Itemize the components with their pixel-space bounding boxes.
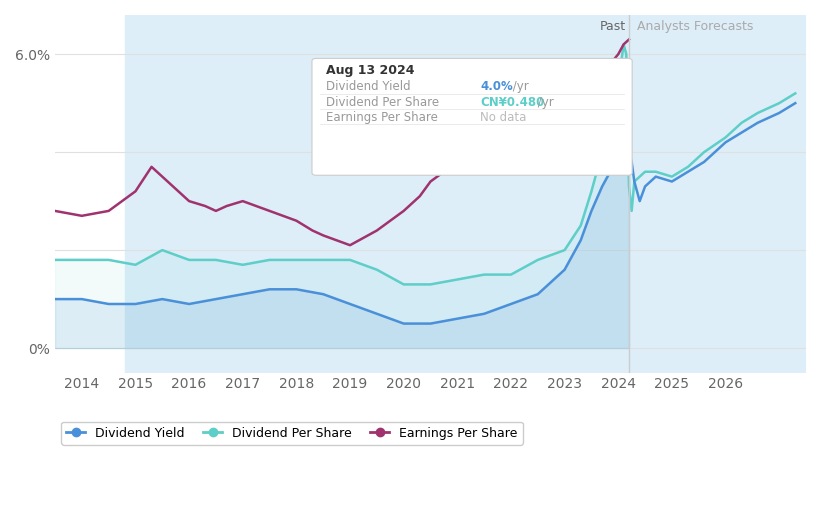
Text: Aug 13 2024: Aug 13 2024 <box>326 64 415 77</box>
Text: Past: Past <box>600 20 626 33</box>
Bar <box>125 15 629 372</box>
Text: /yr: /yr <box>534 96 553 109</box>
Bar <box>629 15 806 372</box>
Legend: Dividend Yield, Dividend Per Share, Earnings Per Share: Dividend Yield, Dividend Per Share, Earn… <box>62 422 523 445</box>
Text: 4.0%: 4.0% <box>480 80 513 93</box>
Text: /yr: /yr <box>509 80 529 93</box>
Text: Dividend Yield: Dividend Yield <box>326 80 410 93</box>
Text: Earnings Per Share: Earnings Per Share <box>326 111 438 124</box>
Text: Analysts Forecasts: Analysts Forecasts <box>637 20 754 33</box>
Text: Dividend Per Share: Dividend Per Share <box>326 96 439 109</box>
Text: CN¥0.480: CN¥0.480 <box>480 96 544 109</box>
Text: No data: No data <box>480 111 526 124</box>
